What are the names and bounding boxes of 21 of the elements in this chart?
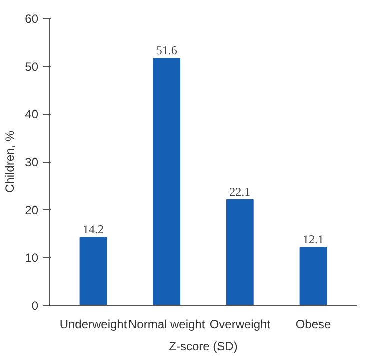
data-label: 14.2 (83, 222, 104, 237)
x-tick-label: Obese (296, 318, 332, 332)
bar (300, 247, 328, 306)
bar (153, 58, 181, 306)
y-tick-label: 40 (25, 108, 39, 122)
bar (226, 199, 254, 306)
y-tick-label: 20 (25, 203, 39, 218)
y-tick-label: 0 (32, 299, 39, 313)
y-axis-title: Children, % (3, 130, 18, 194)
bar (80, 237, 108, 306)
x-axis-title: Z-score (SD) (169, 340, 238, 354)
y-tick-label: 10 (25, 251, 39, 266)
data-label: 12.1 (303, 232, 324, 247)
y-tick-label: 50 (25, 60, 39, 74)
y-tick-label: 30 (25, 156, 39, 170)
y-tick-label: 60 (25, 12, 39, 26)
x-tick-label: Underweight (60, 318, 128, 332)
x-tick-label: Normal weight (128, 318, 206, 332)
data-label: 22.1 (230, 184, 251, 199)
data-label: 51.6 (156, 44, 178, 58)
x-tick-label: Overweight (210, 318, 272, 332)
